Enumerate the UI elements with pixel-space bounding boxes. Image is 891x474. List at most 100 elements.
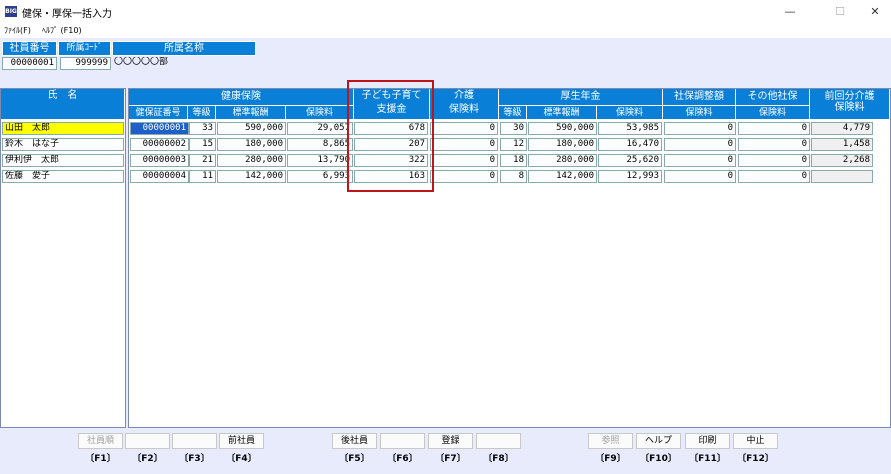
highlight-box [347,80,434,192]
dept-name-label: 所属名称 [112,41,256,56]
health-grade-cell[interactable]: 33 [189,122,216,135]
pension-grade-cell[interactable]: 12 [500,138,527,151]
pension-premium-cell[interactable]: 12,993 [598,170,662,183]
f11-key-label: 〔F11〕 [689,454,726,464]
menu-help[interactable]: ﾍﾙﾌﾟ (F10) [42,26,82,35]
adjustment-header: 社保調整額 [663,89,736,105]
f12-key-label: 〔F12〕 [737,454,774,464]
dept-name-value: 〇〇〇〇〇部 [114,57,169,67]
f8-button[interactable] [476,433,521,449]
menu-bar: ﾌｧｲﾙ(F) ﾍﾙﾌﾟ (F10) [0,24,891,38]
care-premium-cell[interactable]: 0 [430,170,498,183]
employee-no-input[interactable]: 00000001 [2,57,57,70]
adjustment-cell[interactable]: 0 [664,138,736,151]
child-support-cell[interactable]: 163 [354,170,428,183]
health-grade-subheader: 等級 [188,105,216,119]
adjustment-subheader: 保険料 [663,105,736,119]
care-premium-cell[interactable]: 0 [430,122,498,135]
health-header: 健康保険 [129,89,354,105]
child-support-header: 子ども子育て 支援金 [354,89,430,119]
pension-premium-cell[interactable]: 25,620 [598,154,662,167]
prev-care-header-line1: 前回分介護 [824,91,875,102]
prev-care-cell [811,170,873,183]
health-std-cell[interactable]: 590,000 [217,122,286,135]
f7-button[interactable]: 登録 [428,433,473,449]
pension-header: 厚生年金 [499,89,663,105]
cert-no-subheader: 健保証番号 [129,105,188,119]
pension-grade-cell[interactable]: 30 [500,122,527,135]
f2-key-label: 〔F2〕 [132,454,163,464]
pension-std-cell[interactable]: 280,000 [528,154,597,167]
child-support-cell[interactable]: 207 [354,138,428,151]
f3-key-label: 〔F3〕 [179,454,210,464]
employee-name-cell[interactable]: 鈴木 はな子 [2,138,124,151]
pension-premium-cell[interactable]: 16,470 [598,138,662,151]
cert-no-cell[interactable]: 00000001 [130,122,189,135]
adjustment-cell[interactable]: 0 [664,154,736,167]
health-std-cell[interactable]: 142,000 [217,170,286,183]
f5-key-label: 〔F5〕 [339,454,370,464]
care-premium-cell[interactable]: 0 [430,138,498,151]
pension-grade-cell[interactable]: 8 [500,170,527,183]
minimize-button[interactable]: — [784,5,796,18]
prev-care-header: 前回分介護 保険料 [810,89,890,119]
care-header-line1: 介護 [454,90,474,101]
pension-std-cell[interactable]: 142,000 [528,170,597,183]
employee-name-cell[interactable]: 伊利伊 太郎 [2,154,124,167]
cert-no-cell[interactable]: 00000002 [130,138,189,151]
app-icon: BIG [5,6,17,17]
employee-name-cell[interactable]: 山田 太郎 [2,122,124,135]
maximize-button[interactable]: ☐ [835,5,845,18]
f5-button[interactable]: 後社員 [332,433,377,449]
other-insurance-cell[interactable]: 0 [738,122,810,135]
f10-button[interactable]: ヘルプ [636,433,681,449]
other-insurance-cell[interactable]: 0 [738,138,810,151]
f3-button[interactable] [172,433,217,449]
child-support-header-line2: 支援金 [376,104,407,115]
health-premium-cell[interactable]: 6,993 [287,170,353,183]
f11-button[interactable]: 印刷 [685,433,730,449]
health-premium-cell[interactable]: 8,865 [287,138,353,151]
child-support-cell[interactable]: 322 [354,154,428,167]
close-button[interactable]: ✕ [870,5,880,18]
health-grade-cell[interactable]: 21 [189,154,216,167]
pension-grade-cell[interactable]: 18 [500,154,527,167]
other-insurance-cell[interactable]: 0 [738,170,810,183]
adjustment-cell[interactable]: 0 [664,170,736,183]
f9-key-label: 〔F9〕 [595,454,626,464]
other-insurance-subheader: 保険料 [736,105,810,119]
pension-std-cell[interactable]: 590,000 [528,122,597,135]
f2-button[interactable] [125,433,170,449]
f1-button[interactable]: 社員順 [78,433,123,449]
f7-key-label: 〔F7〕 [435,454,466,464]
health-std-cell[interactable]: 280,000 [217,154,286,167]
cert-no-cell[interactable]: 00000003 [130,154,189,167]
other-insurance-header: その他社保 [736,89,810,105]
dept-code-input[interactable]: 999999 [60,57,111,70]
window-title: 健保・厚保一括入力 [22,9,112,20]
care-premium-cell[interactable]: 0 [430,154,498,167]
health-premium-cell[interactable]: 13,790 [287,154,353,167]
f6-button[interactable] [380,433,425,449]
f12-button[interactable]: 中止 [733,433,778,449]
adjustment-cell[interactable]: 0 [664,122,736,135]
cert-no-cell[interactable]: 00000004 [130,170,189,183]
f10-key-label: 〔F10〕 [640,454,677,464]
pension-premium-cell[interactable]: 53,985 [598,122,662,135]
health-grade-cell[interactable]: 11 [189,170,216,183]
health-premium-subheader: 保険料 [286,105,354,119]
menu-file[interactable]: ﾌｧｲﾙ(F) [4,26,31,35]
child-support-cell[interactable]: 678 [354,122,428,135]
f4-button[interactable]: 前社員 [219,433,264,449]
name-header: 氏 名 [1,89,125,119]
employee-name-cell[interactable]: 佐藤 愛子 [2,170,124,183]
health-std-cell[interactable]: 180,000 [217,138,286,151]
health-grade-cell[interactable]: 15 [189,138,216,151]
health-std-subheader: 標準報酬 [216,105,286,119]
employee-no-label: 社員番号 [2,41,57,56]
f9-button[interactable]: 参照 [588,433,633,449]
health-premium-cell[interactable]: 29,057 [287,122,353,135]
other-insurance-cell[interactable]: 0 [738,154,810,167]
pension-std-cell[interactable]: 180,000 [528,138,597,151]
f1-key-label: 〔F1〕 [85,454,116,464]
